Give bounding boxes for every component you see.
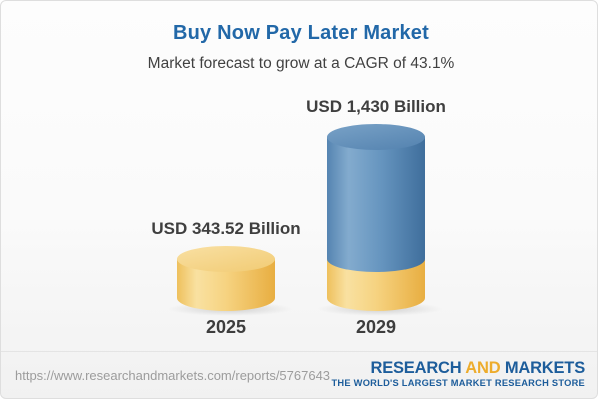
report-url-link[interactable]: https://www.researchandmarkets.com/repor…: [15, 368, 331, 383]
bar-category-label: 2025: [205, 317, 247, 337]
bar-category-label: 2029: [355, 317, 397, 337]
bar-top-face: [177, 246, 275, 272]
logo-wordmark: RESEARCH AND MARKETS: [332, 359, 585, 377]
bar-segment-yellow: [177, 259, 275, 311]
bar-value-label: USD 1,430 Billion: [306, 97, 446, 116]
footer: https://www.researchandmarkets.com/repor…: [1, 351, 597, 398]
logo-word-and: AND: [465, 359, 501, 377]
bar-segment-yellow: [327, 259, 425, 311]
bar-value-label: USD 343.52 Billion: [151, 219, 301, 238]
logo-word-research: RESEARCH: [370, 359, 462, 377]
chart-stage: Buy Now Pay Later Market Market forecast…: [1, 1, 597, 351]
logo-tagline: THE WORLD'S LARGEST MARKET RESEARCH STOR…: [331, 378, 585, 388]
bar-segment-blue: [327, 137, 425, 272]
market-size-cylinder-chart: [168, 124, 442, 316]
chart-subtitle: Market forecast to grow at a CAGR of 43.…: [147, 55, 455, 72]
bar-top-face: [327, 124, 425, 150]
logo-word-markets: MARKETS: [504, 359, 585, 377]
chart-title: Buy Now Pay Later Market: [173, 22, 429, 44]
research-and-markets-logo: RESEARCH AND MARKETS THE WORLD'S LARGEST…: [332, 359, 586, 389]
